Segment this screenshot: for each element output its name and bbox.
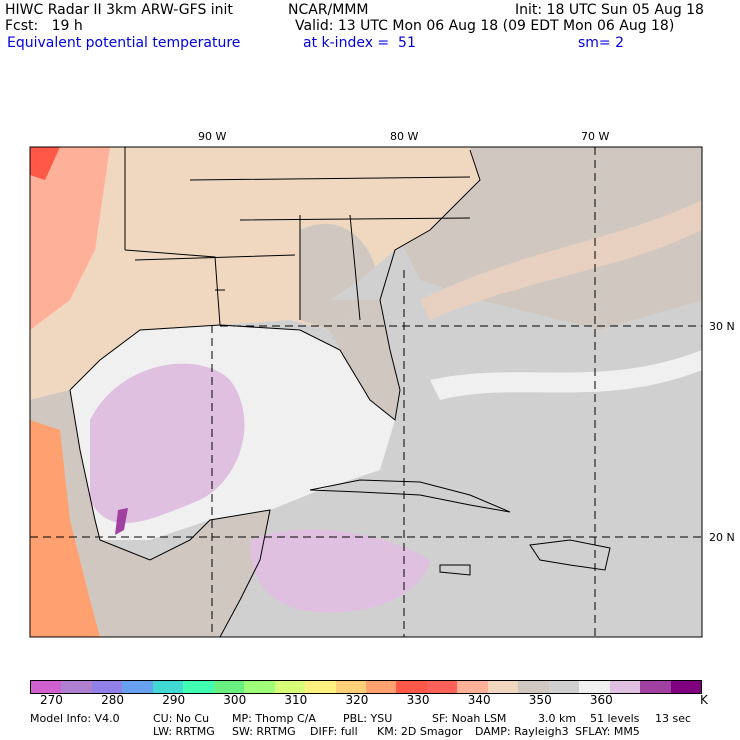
colorbar-swatch — [670, 681, 701, 693]
colorbar-tick-label: 280 — [101, 693, 124, 707]
diff-scheme: DIFF: full — [310, 725, 358, 738]
colorbar-swatch — [152, 681, 184, 693]
cu-scheme: CU: No Cu — [153, 712, 210, 725]
atlantic-warm-band — [330, 147, 702, 330]
colorbar-swatch — [426, 681, 458, 693]
colorbar-tick-label: 270 — [40, 693, 63, 707]
colorbar-swatch — [609, 681, 641, 693]
pbl-scheme: PBL: YSU — [343, 712, 393, 725]
theta-band — [430, 350, 702, 400]
colorbar-swatch — [579, 681, 610, 693]
field-name: Equivalent potential temperature — [7, 35, 241, 51]
lon-label: 80 W — [390, 130, 419, 143]
colorbar-swatch — [457, 681, 488, 693]
theta-band — [420, 200, 702, 320]
colorbar-swatch — [244, 681, 275, 693]
sw-scheme: SW: RRTMG — [232, 725, 296, 738]
colorbar-swatch — [122, 681, 153, 693]
sflay-scheme: SFLAY: MM5 — [575, 725, 640, 738]
plot-title: HIWC Radar II 3km ARW-GFS init — [5, 2, 233, 18]
km-scheme: KM: 2D Smagor — [377, 725, 463, 738]
colorbar-swatch — [487, 681, 519, 693]
land-us — [30, 147, 480, 400]
colorbar-swatch — [640, 681, 671, 693]
valid-time: Valid: 13 UTC Mon 06 Aug 18 (09 EDT Mon … — [295, 18, 675, 34]
colorbar-tick-label: 320 — [345, 693, 369, 707]
smoothing-label: sm= 2 — [578, 35, 625, 51]
colorbar-unit: K — [700, 693, 708, 707]
purple-core — [115, 508, 128, 535]
colorbar-swatch — [548, 681, 580, 693]
colorbar — [30, 680, 702, 694]
lon-label: 70 W — [581, 130, 610, 143]
colorbar-swatch — [91, 681, 123, 693]
init-time: Init: 18 UTC Sun 05 Aug 18 — [515, 2, 704, 18]
map-frame — [29, 146, 703, 638]
lw-scheme: LW: RRTMG — [153, 725, 215, 738]
colorbar-tick-label: 290 — [162, 693, 186, 707]
land-georgia — [300, 223, 380, 330]
hot-region — [30, 147, 60, 180]
warm-region — [30, 147, 110, 330]
land-mexico — [30, 390, 270, 637]
colorbar-tick-label: 310 — [284, 693, 308, 707]
org-label: NCAR/MMM — [288, 2, 369, 18]
colorbar-swatch — [213, 681, 245, 693]
lon-label: 90 W — [198, 130, 227, 143]
purple-patch — [250, 529, 430, 613]
colorbar-tick-label: 350 — [528, 693, 552, 707]
colorbar-swatch — [274, 681, 306, 693]
coastlines — [69, 147, 611, 637]
sf-scheme: SF: Noah LSM — [432, 712, 507, 725]
colorbar-swatch — [396, 681, 427, 693]
levels: 51 levels — [590, 712, 640, 725]
colorbar-tick-label: 300 — [223, 693, 247, 707]
colorbar-tick-label: 340 — [467, 693, 491, 707]
grid-lines — [30, 147, 702, 637]
mp-scheme: MP: Thomp C/A — [232, 712, 316, 725]
colorbar-swatch — [183, 681, 214, 693]
resolution: 3.0 km — [538, 712, 577, 725]
coastal-gray — [330, 250, 395, 300]
colorbar-swatch — [518, 681, 549, 693]
level-label: at k-index = 51 — [303, 35, 416, 51]
colorbar-swatch — [335, 681, 366, 693]
timestep: 13 sec — [655, 712, 692, 725]
purple-patch — [90, 363, 245, 524]
colorbar-swatch — [365, 681, 397, 693]
forecast-hour: Fcst: 19 h — [5, 18, 83, 34]
land-florida — [330, 300, 400, 420]
lat-label: 30 N — [709, 320, 735, 333]
colorbar-tick-label: 330 — [406, 693, 430, 707]
colorbar-swatch — [31, 681, 62, 693]
colorbar-swatch — [61, 681, 92, 693]
warm-region-mexico — [30, 420, 100, 637]
lat-label: 20 N — [709, 531, 735, 544]
damp-scheme: DAMP: Rayleigh3 — [475, 725, 569, 738]
model-version: Model Info: V4.0 — [30, 712, 120, 725]
colorbar-tick-label: 360 — [589, 693, 613, 707]
colorbar-swatch — [305, 681, 336, 693]
